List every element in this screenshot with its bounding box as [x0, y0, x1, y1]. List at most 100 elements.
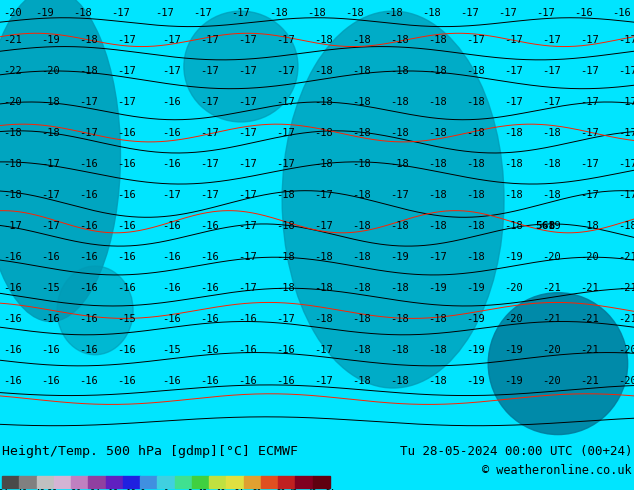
Text: -18: -18 — [276, 190, 295, 200]
Text: -18: -18 — [504, 221, 523, 231]
Text: -16: -16 — [238, 314, 257, 324]
Text: -20: -20 — [41, 66, 60, 76]
Text: -16: -16 — [200, 314, 219, 324]
Text: -18: -18 — [428, 128, 447, 138]
Text: -18: -18 — [428, 314, 447, 324]
Text: -16: -16 — [41, 376, 60, 387]
Text: -17: -17 — [580, 190, 599, 200]
Text: -17: -17 — [200, 66, 219, 76]
Text: -16: -16 — [79, 190, 98, 200]
Bar — [209, 476, 226, 488]
Text: -17: -17 — [390, 190, 409, 200]
Text: -17: -17 — [460, 8, 479, 18]
Text: © weatheronline.co.uk: © weatheronline.co.uk — [482, 464, 632, 477]
Text: -21: -21 — [580, 345, 599, 355]
Text: -18: -18 — [390, 376, 409, 387]
Text: Tu 28-05-2024 00:00 UTC (00+24): Tu 28-05-2024 00:00 UTC (00+24) — [399, 445, 632, 459]
Text: -16: -16 — [3, 376, 22, 387]
Text: -17: -17 — [238, 35, 257, 45]
Text: -17: -17 — [498, 8, 517, 18]
Text: -16: -16 — [276, 345, 295, 355]
Text: -20: -20 — [542, 252, 561, 262]
Text: -19: -19 — [390, 252, 409, 262]
Text: -18: -18 — [466, 252, 485, 262]
Text: -18: -18 — [390, 35, 409, 45]
Text: -16: -16 — [117, 159, 136, 169]
Text: -18: -18 — [73, 8, 92, 18]
Text: -17: -17 — [3, 221, 22, 231]
Ellipse shape — [0, 0, 120, 321]
Text: -18: -18 — [314, 66, 333, 76]
Text: -17: -17 — [276, 66, 295, 76]
Text: -18: -18 — [3, 159, 22, 169]
Text: -16: -16 — [117, 376, 136, 387]
Text: -18: -18 — [466, 97, 485, 107]
Text: -20: -20 — [3, 97, 22, 107]
Bar — [157, 476, 174, 488]
Text: -19: -19 — [41, 35, 60, 45]
Text: -18: -18 — [352, 159, 371, 169]
Text: -19: -19 — [466, 345, 485, 355]
Text: 568: 568 — [535, 221, 555, 231]
Text: -17: -17 — [428, 252, 447, 262]
Text: -17: -17 — [117, 97, 136, 107]
Text: -17: -17 — [542, 35, 561, 45]
Text: -16: -16 — [162, 376, 181, 387]
Text: -16: -16 — [200, 221, 219, 231]
Text: -16: -16 — [3, 252, 22, 262]
Text: -16: -16 — [117, 283, 136, 293]
Text: -22: -22 — [3, 66, 22, 76]
Text: -18: -18 — [384, 8, 403, 18]
Text: -17: -17 — [162, 35, 181, 45]
Text: -18: -18 — [580, 221, 599, 231]
Text: -18: -18 — [390, 314, 409, 324]
Text: -17: -17 — [117, 66, 136, 76]
Text: -21: -21 — [542, 283, 561, 293]
Text: -16: -16 — [79, 159, 98, 169]
Text: -18: -18 — [314, 314, 333, 324]
Text: -18: -18 — [276, 283, 295, 293]
Ellipse shape — [488, 293, 628, 435]
Text: -20: -20 — [580, 252, 599, 262]
Text: -16: -16 — [117, 190, 136, 200]
Text: -18: -18 — [542, 159, 561, 169]
Bar — [123, 476, 140, 488]
Bar — [54, 476, 71, 488]
Text: -16: -16 — [612, 8, 631, 18]
Text: -16: -16 — [117, 345, 136, 355]
Text: -18: -18 — [542, 128, 561, 138]
Text: -18: -18 — [269, 8, 288, 18]
Bar — [71, 476, 88, 488]
Text: -16: -16 — [117, 128, 136, 138]
Text: -18: -18 — [466, 221, 485, 231]
Text: -18: -18 — [352, 97, 371, 107]
Text: -18: -18 — [428, 159, 447, 169]
Text: -19: -19 — [542, 221, 561, 231]
Text: -18: -18 — [41, 97, 60, 107]
Bar — [88, 476, 106, 488]
Text: -16: -16 — [41, 252, 60, 262]
Text: -17: -17 — [580, 66, 599, 76]
Text: -16: -16 — [41, 345, 60, 355]
Bar — [37, 476, 54, 488]
Text: -17: -17 — [238, 159, 257, 169]
Text: -18: -18 — [41, 128, 60, 138]
Text: -20: -20 — [504, 283, 523, 293]
Text: -18: -18 — [428, 97, 447, 107]
Text: -17: -17 — [155, 8, 174, 18]
Text: -18: -18 — [314, 35, 333, 45]
Text: -18: -18 — [307, 8, 327, 18]
Text: -17: -17 — [276, 97, 295, 107]
Text: -21: -21 — [618, 252, 634, 262]
Text: -17: -17 — [618, 128, 634, 138]
Text: -18: -18 — [618, 221, 634, 231]
Text: -18: -18 — [504, 190, 523, 200]
Text: -17: -17 — [542, 97, 561, 107]
Text: -18: -18 — [352, 128, 371, 138]
Text: -18: -18 — [428, 376, 447, 387]
Text: -17: -17 — [200, 97, 219, 107]
Text: -16: -16 — [162, 97, 181, 107]
Text: -16: -16 — [200, 283, 219, 293]
Text: -20: -20 — [618, 345, 634, 355]
Text: -16: -16 — [162, 159, 181, 169]
